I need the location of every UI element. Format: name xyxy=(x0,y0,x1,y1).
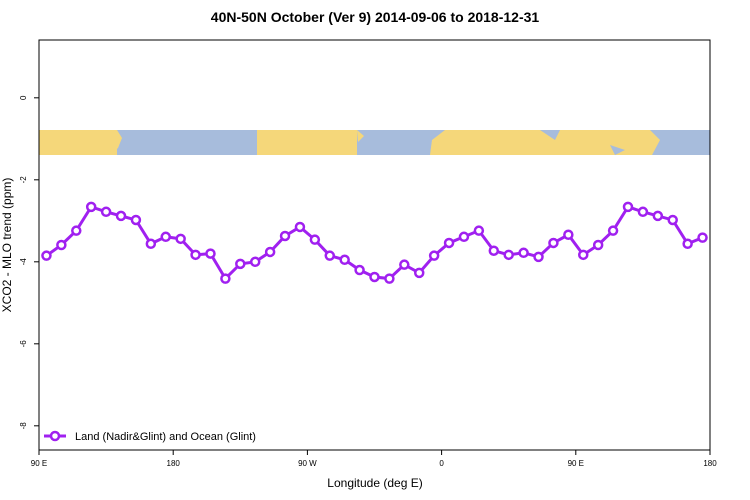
data-point xyxy=(697,232,708,243)
data-point xyxy=(399,259,410,270)
data-point xyxy=(71,225,82,236)
data-point xyxy=(249,256,261,268)
data-point xyxy=(190,249,201,261)
data-point xyxy=(369,271,380,283)
x-tick-label: 180 xyxy=(703,459,717,468)
data-point xyxy=(637,206,649,218)
y-tick-label: 0 xyxy=(19,95,28,100)
data-point xyxy=(41,250,52,261)
data-point xyxy=(354,264,365,276)
data-point xyxy=(145,238,157,250)
chart-title: 40N-50N October (Ver 9) 2014-09-06 to 20… xyxy=(211,9,540,25)
data-point xyxy=(220,273,231,284)
data-point xyxy=(235,258,246,270)
x-tick-label: 90 E xyxy=(568,459,584,468)
data-point xyxy=(548,237,559,249)
series-line xyxy=(45,205,704,282)
data-point xyxy=(205,248,216,259)
y-axis-label: XCO2 - MLO trend (ppm) xyxy=(0,178,14,313)
data-point xyxy=(413,267,425,279)
data-point xyxy=(428,250,440,261)
data-point xyxy=(488,245,500,256)
data-point xyxy=(85,201,97,213)
data-point xyxy=(56,239,67,251)
x-tick-label: 90 E xyxy=(31,459,47,468)
data-point xyxy=(324,250,336,261)
data-point xyxy=(607,225,619,236)
x-tick-label: 180 xyxy=(167,459,181,468)
x-tick-label: 90 W xyxy=(298,459,317,468)
data-point xyxy=(667,214,678,226)
data-point xyxy=(622,201,634,213)
x-axis-label: Longitude (deg E) xyxy=(327,476,422,490)
y-tick-label: -8 xyxy=(19,422,28,430)
y-tick-label: -2 xyxy=(19,176,28,184)
data-point xyxy=(503,249,514,261)
legend-marker xyxy=(49,430,61,442)
plot-frame xyxy=(38,39,711,451)
data-point xyxy=(130,214,142,226)
legend-label: Land (Nadir&Glint) and Ocean (Glint) xyxy=(75,431,256,443)
data-point xyxy=(518,247,529,259)
data-point xyxy=(279,230,291,242)
data-point xyxy=(175,233,186,245)
data-point xyxy=(100,206,112,218)
data-point xyxy=(384,273,395,284)
data-point xyxy=(473,225,485,236)
data-point xyxy=(309,234,321,245)
map-strip xyxy=(39,130,710,155)
data-point xyxy=(652,210,664,222)
data-point xyxy=(264,246,276,258)
data-point xyxy=(458,231,470,243)
data-point xyxy=(443,237,455,249)
y-tick-label: -6 xyxy=(19,340,28,348)
y-tick-label: -4 xyxy=(19,258,28,266)
data-point xyxy=(294,221,306,233)
data-point xyxy=(563,229,574,240)
data-point xyxy=(339,254,350,266)
data-point xyxy=(578,249,589,261)
data-point xyxy=(160,231,171,243)
data-point xyxy=(115,210,127,222)
data-point xyxy=(533,251,544,263)
data-point xyxy=(592,239,604,251)
x-tick-label: 0 xyxy=(439,459,444,468)
data-point xyxy=(682,238,693,250)
